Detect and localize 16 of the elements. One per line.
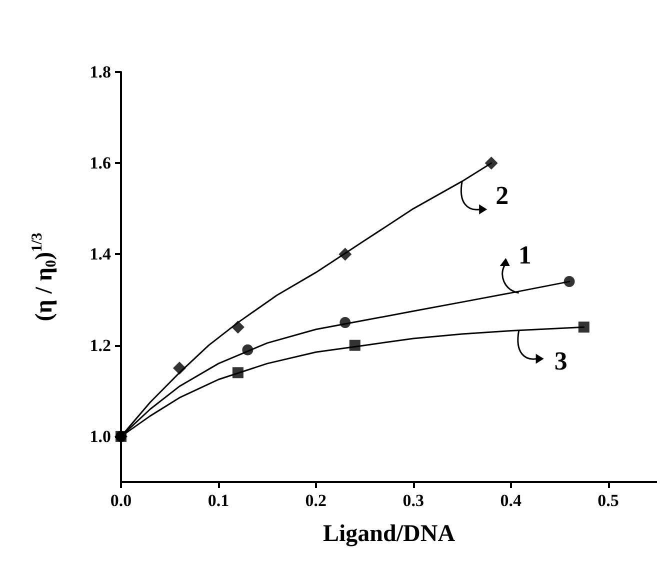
x-tick-label: 0.2 [305, 491, 327, 510]
x-tick-label: 0.3 [402, 491, 424, 510]
y-tick-label: 1.4 [90, 244, 112, 264]
x-tick-label: 0.4 [500, 491, 522, 510]
y-tick-label: 1.8 [90, 62, 111, 82]
y-axis-title: (η / η0)1/3 [30, 232, 60, 322]
y-tick-label: 1.0 [90, 426, 111, 446]
annotation: 1 [518, 240, 532, 270]
x-axis-title: Ligand/DNA [322, 521, 456, 547]
x-tick-label: 0.1 [208, 491, 230, 510]
x-tick-label: 0.0 [110, 491, 132, 510]
annotation: 2 [496, 180, 509, 210]
x-tick-label: 0.5 [598, 491, 619, 510]
y-tick-label: 1.6 [90, 154, 111, 173]
annotation: 3 [554, 346, 568, 376]
y-tick-label: 1.2 [90, 336, 111, 355]
